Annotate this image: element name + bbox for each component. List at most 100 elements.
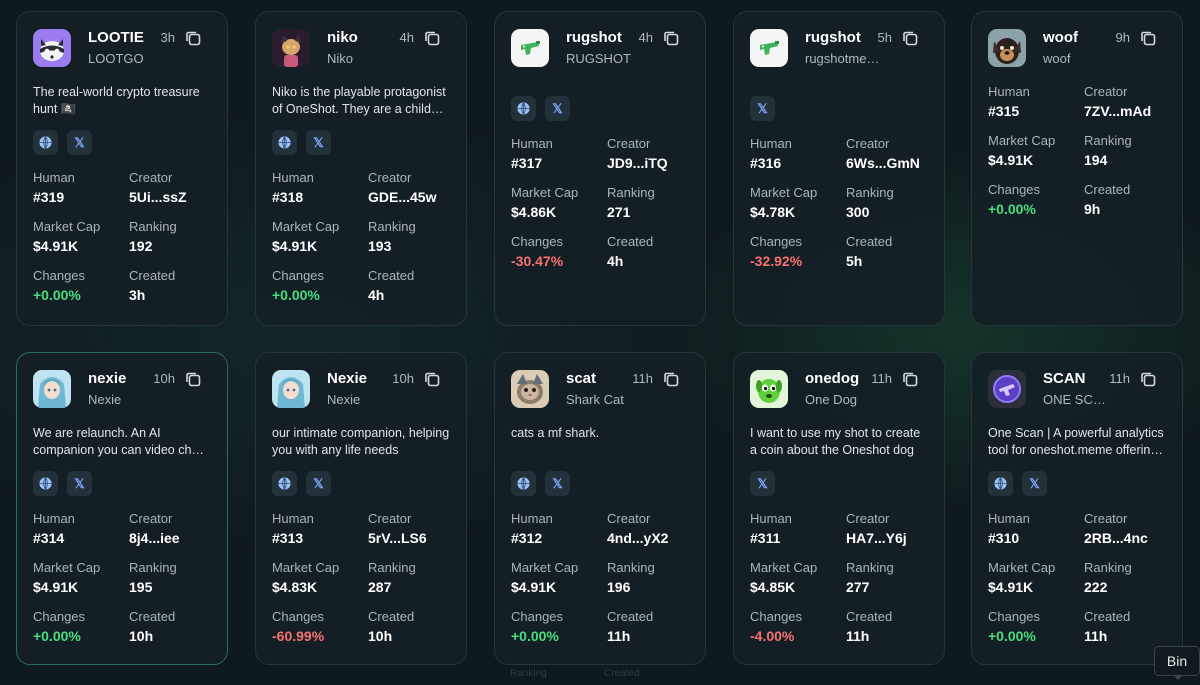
token-stats: Human #318 Creator GDE...45w Market Cap $4.91…: [272, 170, 450, 323]
creator-address-label: Creator: [368, 170, 412, 185]
human-number-label: Human: [511, 136, 553, 151]
copy-icon[interactable]: [1138, 28, 1158, 48]
token-description: cats a mf shark.: [511, 426, 600, 440]
creator-address-value[interactable]: 4nd...yX2: [607, 530, 669, 546]
creator-address-value[interactable]: 6Ws...GmN: [846, 155, 920, 171]
creator-address-value[interactable]: 5Ui...ssZ: [129, 189, 187, 205]
token-card[interactable]: onedog One Dog 11h I want to use my shot to…: [733, 352, 945, 665]
human-number-label: Human: [988, 511, 1030, 526]
creator-address-value[interactable]: GDE...45w: [368, 189, 437, 205]
x-twitter-icon[interactable]: 𝕏: [750, 96, 775, 121]
copy-icon[interactable]: [183, 369, 203, 389]
social-links: 𝕏: [33, 471, 211, 496]
human-number-value: #314: [33, 530, 65, 546]
ranking-value: 271: [607, 204, 631, 220]
ranking-label: Ranking: [607, 185, 655, 200]
creator-address-stat: Creator GDE...45w: [368, 170, 464, 207]
green-gun-avatar: [750, 29, 788, 67]
token-card[interactable]: LOOTIE LOOTGO 3h The real-world crypto trea…: [16, 11, 228, 326]
ranking-value: 194: [1084, 152, 1108, 168]
price-change-label: Changes: [750, 609, 803, 624]
copy-icon[interactable]: [183, 28, 203, 48]
creator-address-value[interactable]: 8j4...iee: [129, 530, 180, 546]
token-ticker: Shark Cat: [566, 392, 624, 407]
price-change-label: Changes: [272, 268, 325, 283]
creator-address-value[interactable]: HA7...Y6j: [846, 530, 907, 546]
price-change-value: -60.99%: [272, 628, 325, 644]
copy-icon[interactable]: [661, 28, 681, 48]
x-twitter-icon[interactable]: 𝕏: [306, 130, 331, 155]
token-card[interactable]: SCAN ONE SC… 11h One Scan | A powerful anal…: [971, 352, 1183, 665]
copy-icon[interactable]: [661, 369, 681, 389]
price-change-stat: Changes -4.00%: [750, 609, 846, 646]
card-header: woof woof 9h: [988, 29, 1166, 84]
price-change-stat: Changes +0.00%: [511, 609, 607, 646]
creator-address-stat: Creator 5Ui...ssZ: [129, 170, 225, 207]
globe-icon[interactable]: [33, 130, 58, 155]
market-cap-stat: Market Cap $4.91K: [988, 560, 1084, 597]
copy-icon[interactable]: [1138, 369, 1158, 389]
ranking-stat: Ranking 222: [1084, 560, 1180, 597]
globe-icon[interactable]: [988, 471, 1013, 496]
token-age: 4h: [638, 30, 653, 45]
globe-icon[interactable]: [272, 471, 297, 496]
x-twitter-icon[interactable]: 𝕏: [1022, 471, 1047, 496]
globe-icon[interactable]: [33, 471, 58, 496]
copy-icon[interactable]: [900, 28, 920, 48]
social-links: 𝕏: [750, 471, 928, 496]
x-twitter-icon[interactable]: 𝕏: [67, 471, 92, 496]
copy-icon[interactable]: [900, 369, 920, 389]
human-number-label: Human: [33, 170, 75, 185]
x-twitter-icon[interactable]: 𝕏: [750, 471, 775, 496]
copy-icon[interactable]: [422, 369, 442, 389]
ranking-stat: Ranking 196: [607, 560, 703, 597]
token-card[interactable]: scat Shark Cat 11h cats a mf shark. 𝕏 Human #3…: [494, 352, 706, 665]
creator-address-value[interactable]: 2RB...4nc: [1084, 530, 1148, 546]
x-twitter-icon[interactable]: 𝕏: [545, 96, 570, 121]
ranking-label: Ranking: [1084, 560, 1132, 575]
globe-icon[interactable]: [511, 471, 536, 496]
creator-address-value[interactable]: 5rV...LS6: [368, 530, 427, 546]
x-twitter-icon[interactable]: 𝕏: [67, 130, 92, 155]
ranking-label: Ranking: [1084, 133, 1132, 148]
token-card[interactable]: rugshot RUGSHOT 4h 𝕏 Human #317 Creator JD9...i…: [494, 11, 706, 326]
token-card[interactable]: rugshot rugshotme… 5h 𝕏 Human #316 Creator 6Ws.…: [733, 11, 945, 326]
price-change-stat: Changes -32.92%: [750, 234, 846, 271]
price-change-label: Changes: [33, 268, 86, 283]
created-age-value: 11h: [607, 628, 631, 644]
creator-address-value[interactable]: 7ZV...mAd: [1084, 103, 1152, 119]
ranking-stat: Ranking 192: [129, 219, 225, 256]
price-change-label: Changes: [988, 609, 1041, 624]
token-card[interactable]: nexie Nexie 10h We are relaunch. An AI comp…: [16, 352, 228, 665]
market-cap-value: $4.91K: [988, 152, 1034, 168]
x-twitter-icon[interactable]: 𝕏: [306, 471, 331, 496]
price-change-value: +0.00%: [511, 628, 559, 644]
human-number-stat: Human #316: [750, 136, 846, 173]
market-cap-label: Market Cap: [750, 185, 818, 200]
created-age-stat: Created 11h: [607, 609, 703, 646]
token-card[interactable]: niko Niko 4h Niko is the playable protagoni…: [255, 11, 467, 326]
token-card[interactable]: Nexie Nexie 10h our intimate companion, hel…: [255, 352, 467, 665]
ranking-stat: Ranking 277: [846, 560, 942, 597]
globe-icon[interactable]: [272, 130, 297, 155]
price-change-label: Changes: [988, 182, 1041, 197]
ranking-label: Ranking: [846, 560, 894, 575]
globe-icon[interactable]: [511, 96, 536, 121]
copy-icon[interactable]: [422, 28, 442, 48]
created-age-value: 3h: [129, 287, 146, 303]
creator-address-label: Creator: [129, 170, 173, 185]
purple-scanner-avatar: [988, 370, 1026, 408]
created-age-value: 10h: [368, 628, 393, 644]
created-age-value: 4h: [368, 287, 385, 303]
created-age-stat: Created 11h: [1084, 609, 1180, 646]
token-description: The real-world crypto treasure hunt 🏴‍☠️: [33, 85, 200, 116]
market-cap-value: $4.85K: [750, 579, 796, 595]
x-twitter-icon[interactable]: 𝕏: [545, 471, 570, 496]
creator-address-value[interactable]: JD9...iTQ: [607, 155, 668, 171]
creator-address-label: Creator: [129, 511, 173, 526]
human-number-stat: Human #314: [33, 511, 129, 548]
market-cap-stat: Market Cap $4.83K: [272, 560, 368, 597]
ranking-value: 195: [129, 579, 153, 595]
creator-address-label: Creator: [1084, 84, 1128, 99]
token-card[interactable]: woof woof 9h Human #315 Creator 7ZV...mAd Marke…: [971, 11, 1183, 326]
